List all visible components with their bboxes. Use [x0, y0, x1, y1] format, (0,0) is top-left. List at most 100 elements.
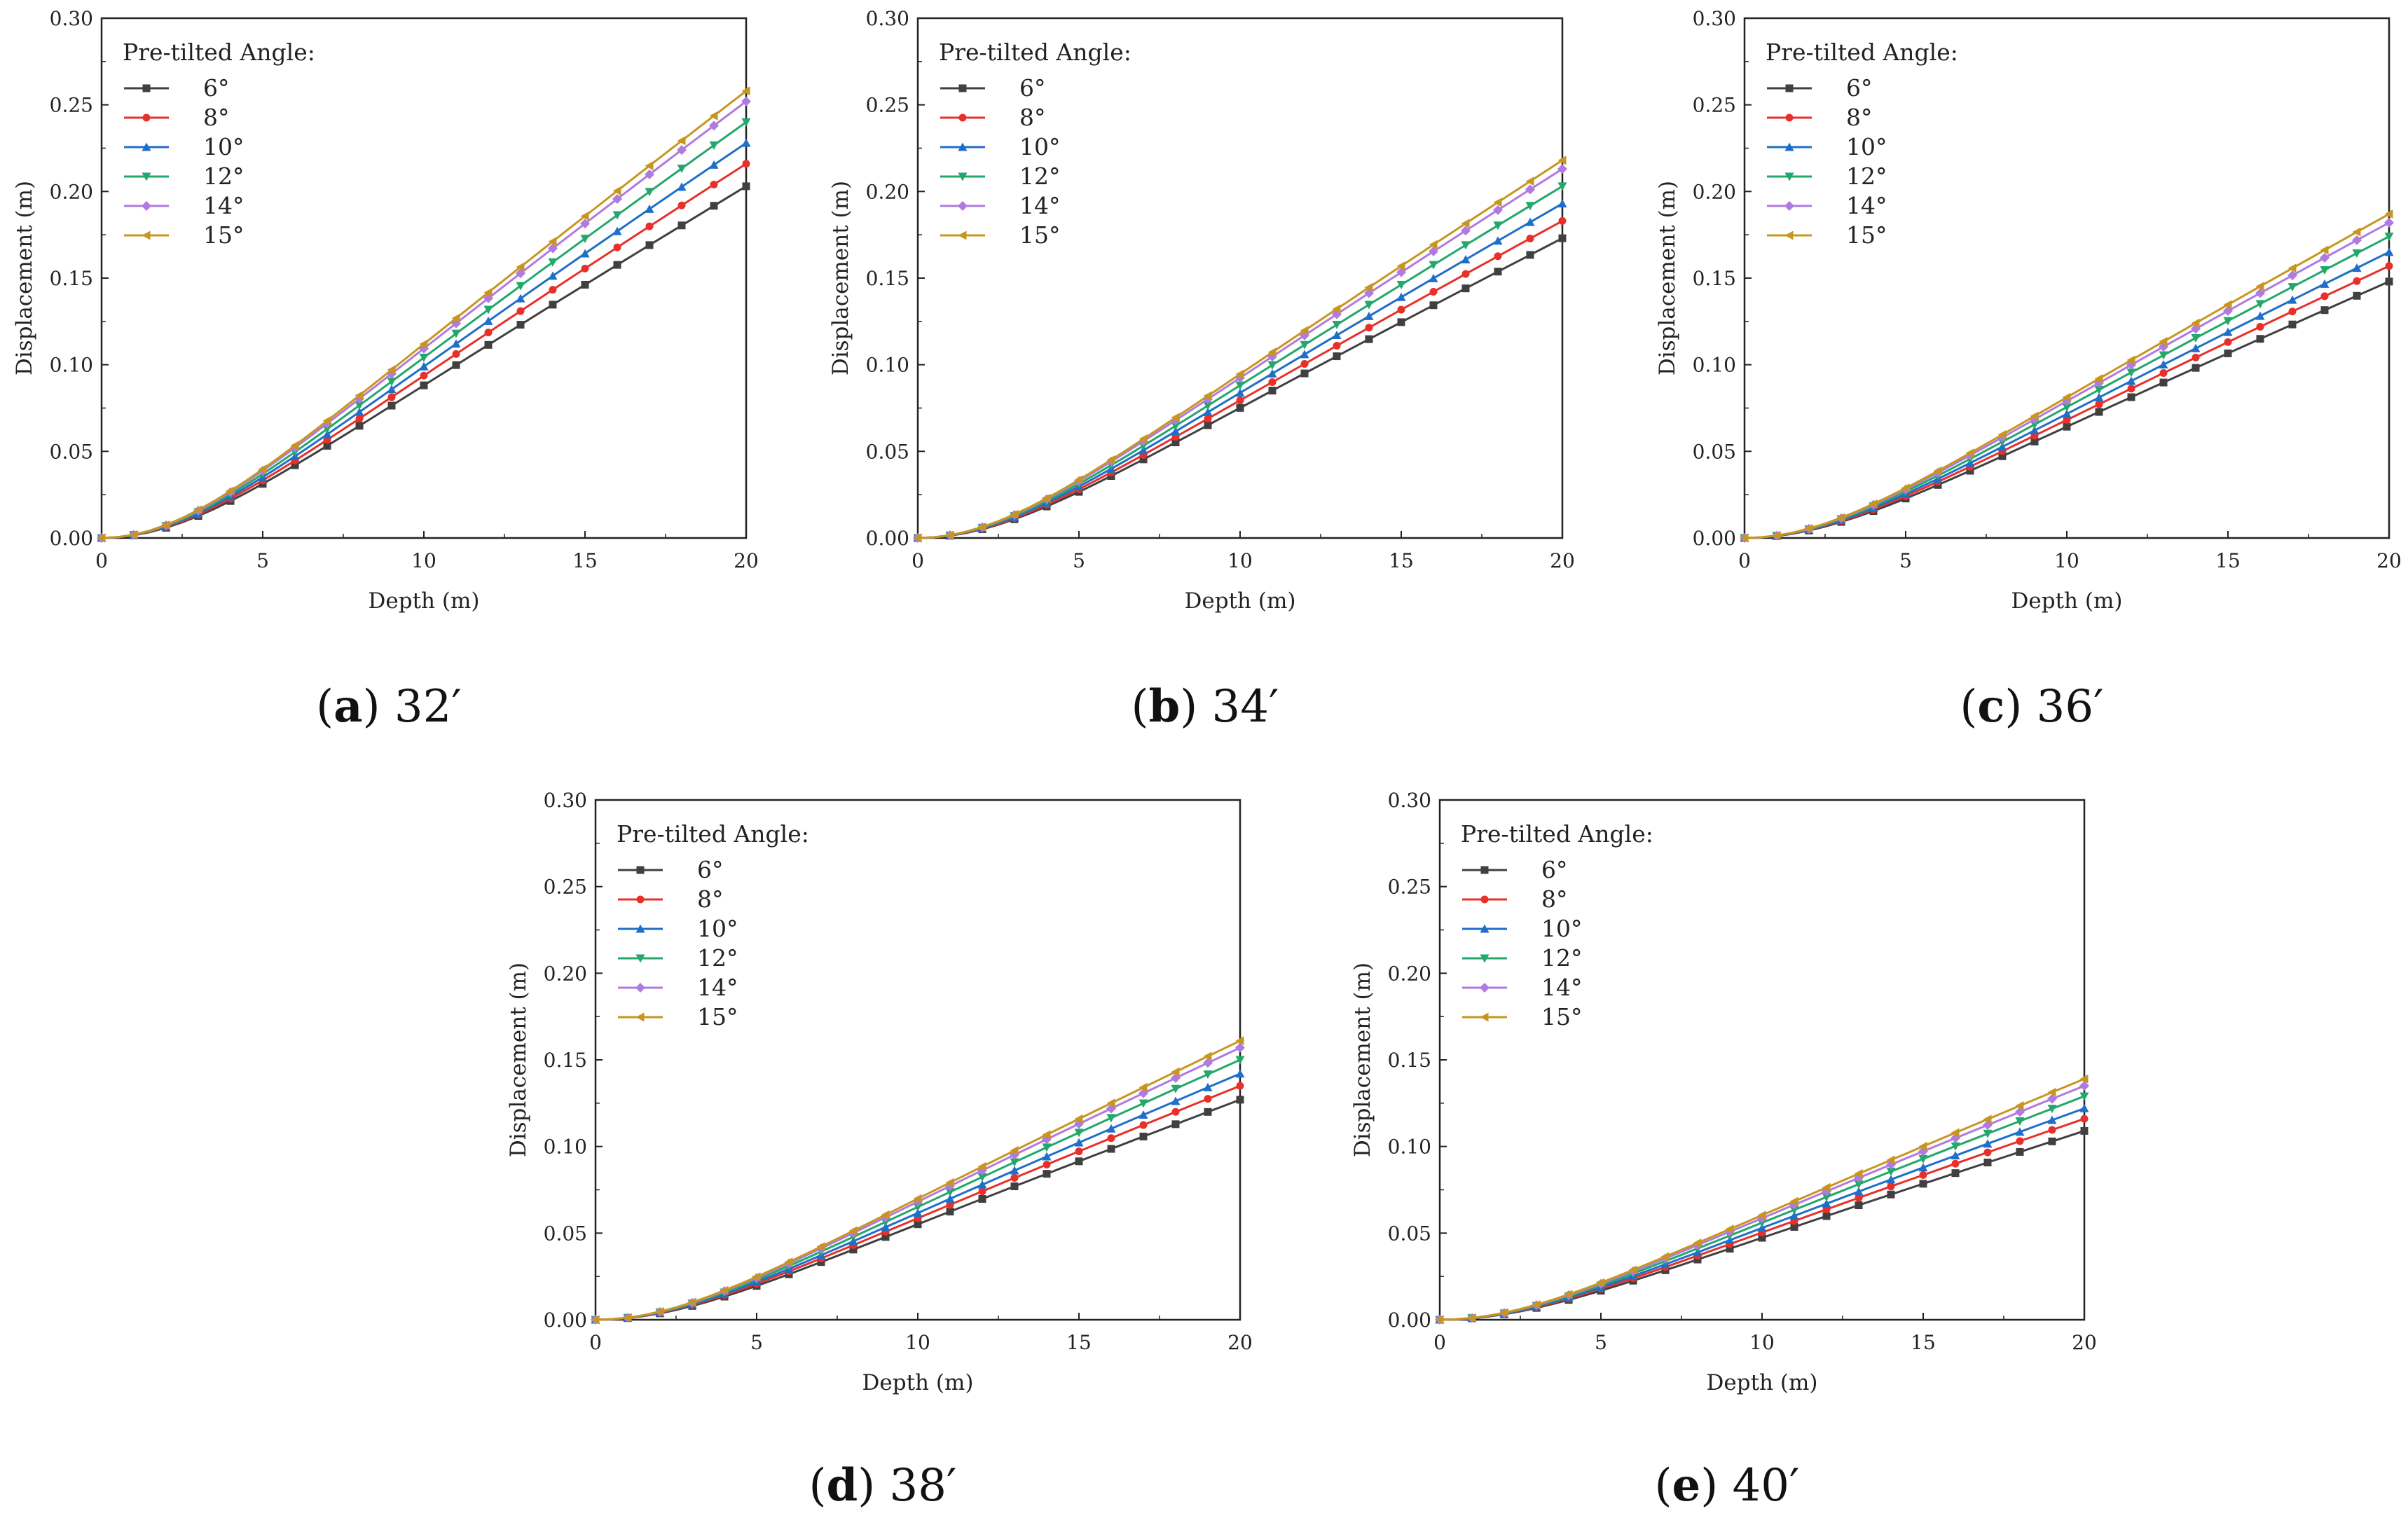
data-point [591, 1315, 600, 1325]
x-tick-label: 20 [2072, 1331, 2097, 1354]
data-point [1010, 509, 1019, 519]
legend-swatch-marker [635, 1012, 645, 1022]
data-point [2320, 306, 2329, 315]
y-tick-label: 0.15 [866, 267, 909, 290]
legend: Pre-tilted Angle: 6°8°10° 12°14°15° [939, 39, 1131, 249]
data-point [1997, 442, 2007, 451]
data-point [1429, 261, 1438, 270]
data-point [1235, 369, 1244, 379]
data-point [1532, 1299, 1541, 1309]
data-point [709, 160, 719, 169]
data-point [1854, 1180, 1864, 1189]
data-point [1300, 340, 1309, 350]
data-point [2287, 270, 2297, 281]
data-point [1869, 499, 1878, 509]
x-tick-label: 10 [905, 1331, 930, 1354]
series-3 [1740, 233, 2394, 543]
data-point [1429, 288, 1438, 296]
data-point [1789, 1211, 1799, 1220]
data-point [291, 461, 299, 469]
data-point [1236, 396, 1244, 405]
data-point [1461, 226, 1471, 236]
data-point [1397, 305, 1405, 314]
y-tick-label: 0.15 [1388, 1049, 1431, 1072]
data-point [1171, 1084, 1181, 1093]
x-tick-label: 20 [1227, 1331, 1253, 1354]
legend-swatch-marker [1784, 230, 1794, 240]
data-point [2016, 1137, 2024, 1145]
data-point [516, 307, 525, 315]
y-tick-label: 0.30 [50, 7, 93, 30]
data-point [1203, 401, 1213, 410]
x-tick-label: 5 [1073, 549, 1085, 572]
data-point [1886, 1167, 1896, 1176]
data-point [1333, 342, 1341, 350]
data-point [881, 1217, 890, 1227]
data-point [2016, 1147, 2024, 1156]
data-point [1983, 1148, 1992, 1157]
data-point [2080, 1126, 2089, 1135]
data-point [1557, 182, 1567, 191]
legend-title: Pre-tilted Angle: [1461, 820, 1653, 848]
data-point [419, 353, 429, 362]
legend-item-label: 15° [203, 221, 245, 249]
y-tick-label: 0.30 [1693, 7, 1736, 30]
data-point [1966, 467, 1974, 475]
data-point [1596, 1278, 1605, 1288]
x-tick-label: 10 [1227, 549, 1253, 572]
data-point [2224, 349, 2232, 357]
data-point [1267, 368, 1277, 378]
data-point [2352, 249, 2362, 258]
data-point [2352, 227, 2361, 237]
data-point [1203, 1070, 1213, 1079]
series-5 [1740, 209, 2393, 543]
y-tick-label: 0.30 [866, 7, 909, 30]
data-point [1364, 301, 1374, 310]
legend-item-label: 6° [1846, 74, 1873, 102]
y-tick-label: 0.10 [866, 354, 909, 377]
data-point [1526, 235, 1534, 243]
data-point [1138, 1099, 1148, 1108]
data-point [1203, 1082, 1213, 1091]
y-tick-label: 0.05 [1693, 440, 1736, 463]
data-point [2126, 376, 2136, 385]
data-point [1203, 1051, 1212, 1061]
data-point [1933, 466, 1942, 476]
data-point [1171, 427, 1181, 436]
data-point [1822, 1212, 1831, 1220]
data-point [2127, 393, 2135, 401]
data-point [1204, 415, 1212, 423]
data-point [2159, 378, 2168, 387]
data-point [1171, 1096, 1181, 1105]
x-tick-label: 10 [1749, 1331, 1775, 1354]
legend-swatch-marker [1480, 924, 1489, 933]
data-point [258, 464, 267, 474]
data-point [2384, 209, 2393, 219]
data-point [752, 1272, 761, 1282]
data-point [355, 415, 364, 423]
data-point [2223, 327, 2233, 336]
legend-item-label: 10° [697, 915, 738, 942]
legend-swatch-marker [635, 924, 645, 933]
legend: Pre-tilted Angle: 6°8°10° 12°14°15° [123, 39, 315, 249]
data-point [580, 249, 590, 258]
data-point [483, 305, 493, 315]
data-point [677, 221, 686, 230]
data-point [946, 1201, 954, 1209]
legend-item-label: 15° [1019, 221, 1061, 249]
data-point [2063, 415, 2071, 424]
data-point [2353, 277, 2361, 285]
data-point [1268, 387, 1277, 395]
y-tick-label: 0.15 [50, 267, 93, 290]
data-point [1951, 1151, 1960, 1160]
legend-title: Pre-tilted Angle: [939, 39, 1131, 66]
data-point [2094, 374, 2103, 384]
data-point [548, 237, 557, 247]
legend-title: Pre-tilted Angle: [1766, 39, 1958, 66]
data-point [2079, 1092, 2089, 1101]
data-point [2320, 266, 2330, 275]
data-point [977, 1161, 986, 1171]
series-line [917, 159, 1563, 539]
legend-swatch-marker [958, 230, 967, 240]
data-point [1772, 531, 1781, 541]
